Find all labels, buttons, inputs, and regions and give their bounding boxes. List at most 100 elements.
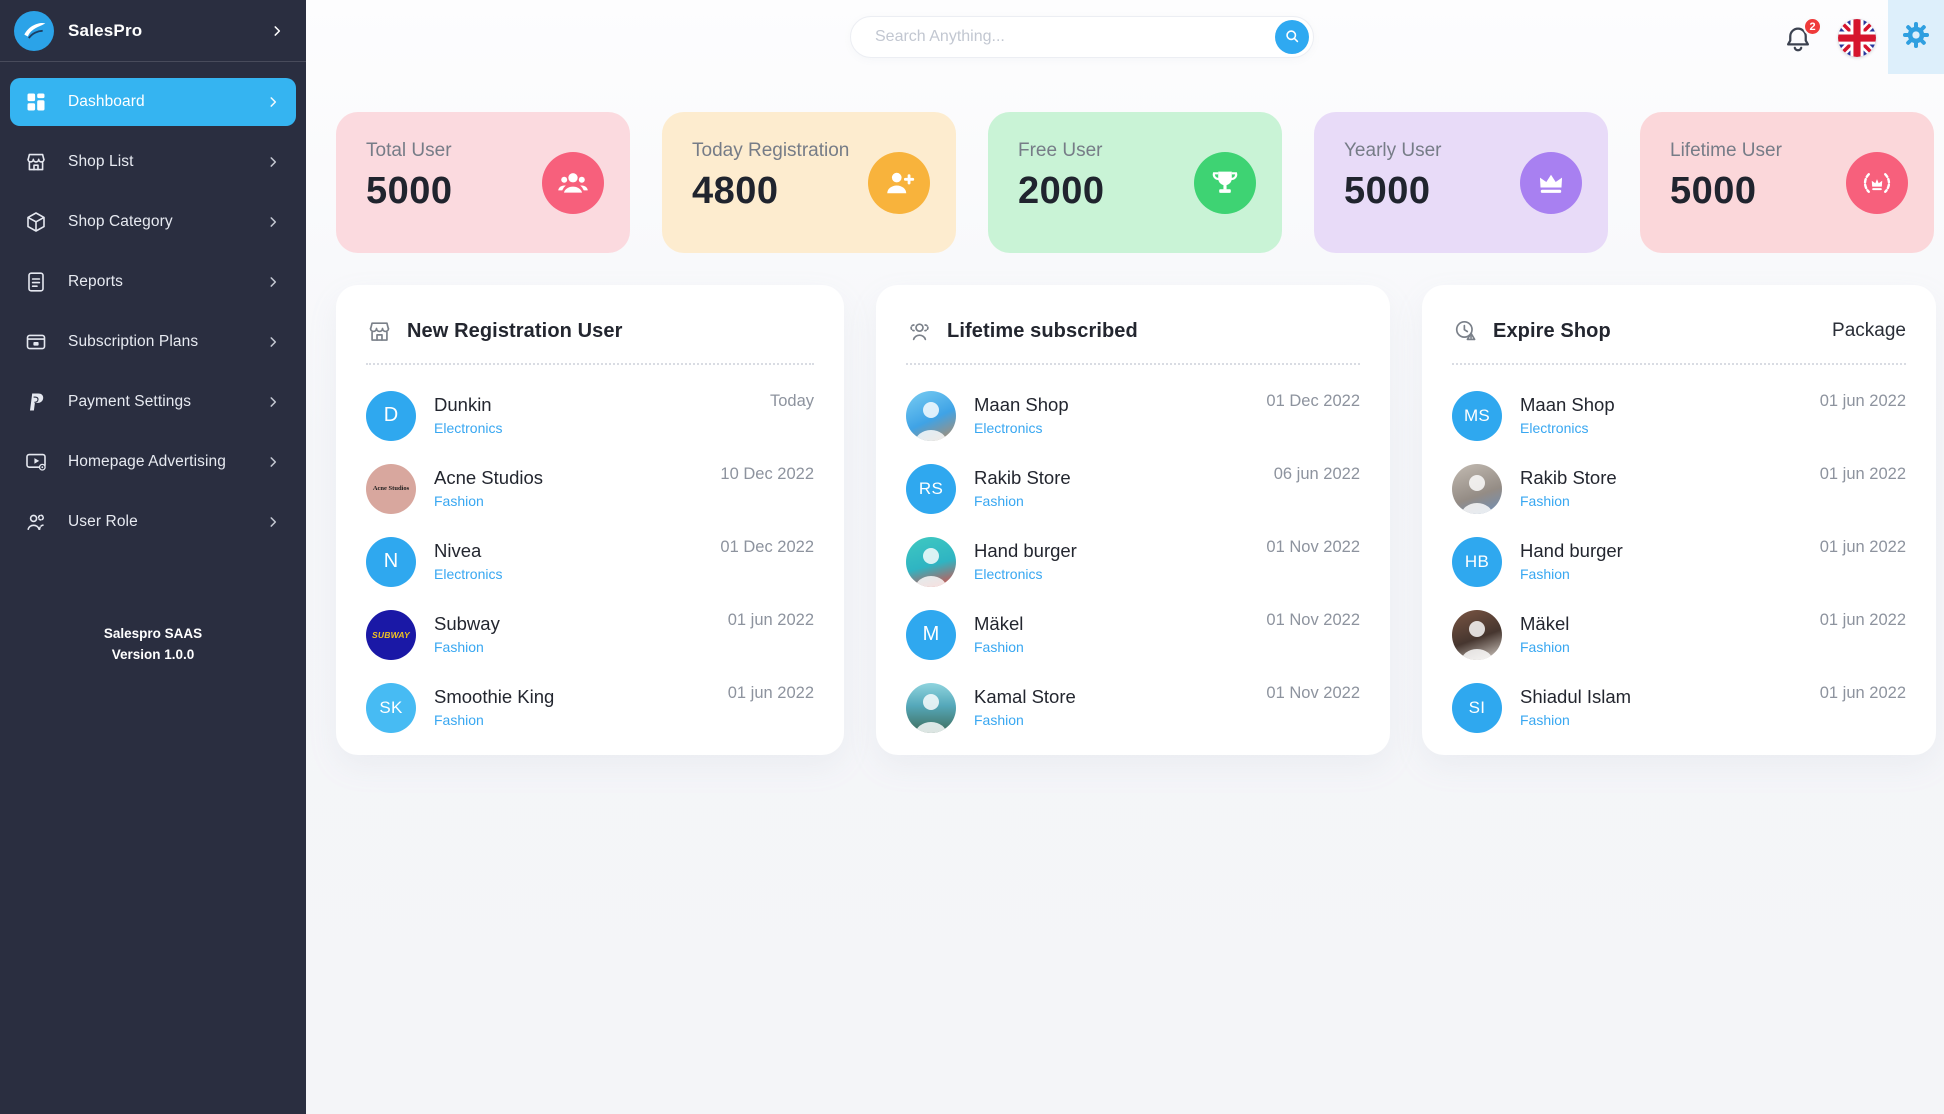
stat-label: Total User xyxy=(366,140,452,161)
list-item[interactable]: Acne Studios Acne Studios Fashion 10 Dec … xyxy=(366,452,814,525)
package-column-header: Package xyxy=(1832,320,1906,341)
shop-icon xyxy=(24,150,48,174)
category-link[interactable]: Fashion xyxy=(974,711,1024,728)
user-plus-icon xyxy=(868,151,930,214)
shop-name: Nivea xyxy=(434,539,482,561)
shop-name: Rakib Store xyxy=(974,466,1071,488)
category-link[interactable]: Fashion xyxy=(434,711,484,728)
list-item[interactable]: D Dunkin Electronics Today xyxy=(366,379,814,452)
date-label: 01 Nov 2022 xyxy=(1266,684,1360,702)
shop-name: Hand burger xyxy=(1520,539,1623,561)
shop-name: Maan Shop xyxy=(974,393,1069,415)
category-link[interactable]: Fashion xyxy=(1520,565,1570,582)
sidebar-item-dashboard[interactable]: Dashboard xyxy=(10,78,296,126)
panel-title: Expire Shop xyxy=(1493,319,1611,342)
divider xyxy=(1452,363,1906,365)
list-item[interactable]: Kamal Store Fashion 01 Nov 2022 xyxy=(906,671,1360,744)
search-input[interactable] xyxy=(875,28,1275,46)
panel-title: New Registration User xyxy=(407,319,623,342)
category-link[interactable]: Fashion xyxy=(434,638,484,655)
brand-row[interactable]: SalesPro xyxy=(0,0,306,62)
list-item[interactable]: RS Rakib Store Fashion 06 jun 2022 xyxy=(906,452,1360,525)
sidebar-item-label: Payment Settings xyxy=(68,393,192,410)
category-link[interactable]: Electronics xyxy=(974,419,1043,436)
brand-name: SalesPro xyxy=(68,20,143,40)
users-icon xyxy=(24,510,48,534)
category-link[interactable]: Fashion xyxy=(434,492,484,509)
list-item[interactable]: M Mäkel Fashion 01 Nov 2022 xyxy=(906,598,1360,671)
notification-bell[interactable]: 2 xyxy=(1782,17,1822,59)
notification-badge: 2 xyxy=(1803,17,1822,36)
language-flag-uk[interactable] xyxy=(1838,19,1876,57)
date-label: 01 jun 2022 xyxy=(1819,465,1906,483)
sidebar-item-reports[interactable]: Reports xyxy=(10,258,296,306)
stat-value: 4800 xyxy=(692,170,779,212)
shop-name: Maan Shop xyxy=(1520,393,1615,415)
list-item[interactable]: MS Maan Shop Electronics 01 jun 2022 xyxy=(1452,379,1906,452)
category-link[interactable]: Electronics xyxy=(434,419,503,436)
sidebar-item-homepage-advertising[interactable]: Homepage Advertising xyxy=(10,438,296,486)
category-link[interactable]: Electronics xyxy=(434,565,503,582)
chevron-right-icon xyxy=(266,215,280,229)
laurel-crown-icon xyxy=(1846,151,1908,214)
shop-name: Mäkel xyxy=(974,612,1024,634)
shop-name: Mäkel xyxy=(1520,612,1570,634)
list-item[interactable]: Maan Shop Electronics 01 Dec 2022 xyxy=(906,379,1360,452)
settings-button[interactable] xyxy=(1888,0,1944,74)
shop-name: Dunkin xyxy=(434,393,492,415)
chevron-right-icon xyxy=(266,335,280,349)
chevron-right-icon xyxy=(270,24,284,38)
avatar-photo xyxy=(1452,463,1502,514)
panels-row: New Registration User D Dunkin Electronic… xyxy=(336,285,1944,755)
category-link[interactable]: Fashion xyxy=(1520,711,1570,728)
date-label: 01 jun 2022 xyxy=(1819,684,1906,702)
storefront-icon xyxy=(366,318,393,345)
list-item[interactable]: Mäkel Fashion 01 jun 2022 xyxy=(1452,598,1906,671)
list-item[interactable]: HB Hand burger Fashion 01 jun 2022 xyxy=(1452,525,1906,598)
chevron-right-icon xyxy=(266,155,280,169)
app-version: Salespro SAAS Version 1.0.0 xyxy=(103,626,203,662)
stat-card-today-registration: Today Registration 4800 xyxy=(662,112,956,253)
main-content: 2 Total User 5000 Today Registration 480… xyxy=(306,0,1944,1114)
ad-screen-icon xyxy=(24,450,48,474)
panel-new-registration-user: New Registration User D Dunkin Electronic… xyxy=(336,285,844,755)
list-item[interactable]: N Nivea Electronics 01 Dec 2022 xyxy=(366,525,814,598)
stat-card-total-user: Total User 5000 xyxy=(336,112,630,253)
date-label: 01 Dec 2022 xyxy=(1266,392,1360,410)
sidebar-item-subscription-plans[interactable]: Subscription Plans xyxy=(10,318,296,366)
list-item[interactable]: Hand burger Electronics 01 Nov 2022 xyxy=(906,525,1360,598)
list-item[interactable]: Rakib Store Fashion 01 jun 2022 xyxy=(1452,452,1906,525)
date-label: 01 Dec 2022 xyxy=(720,538,814,556)
sidebar-item-payment-settings[interactable]: Payment Settings xyxy=(10,378,296,426)
sidebar-item-shop-list[interactable]: Shop List xyxy=(10,138,296,186)
avatar-photo xyxy=(1452,609,1502,660)
category-link[interactable]: Fashion xyxy=(974,638,1024,655)
list-item[interactable]: SI Shiadul Islam Fashion 01 jun 2022 xyxy=(1452,671,1906,744)
sidebar-item-label: Subscription Plans xyxy=(68,333,199,350)
stat-label: Lifetime User xyxy=(1670,140,1782,161)
bell-icon xyxy=(1782,27,1814,59)
category-link[interactable]: Fashion xyxy=(1520,492,1570,509)
chevron-right-icon xyxy=(266,395,280,409)
category-link[interactable]: Fashion xyxy=(1520,638,1570,655)
category-link[interactable]: Electronics xyxy=(1520,419,1589,436)
sidebar-menu: Dashboard Shop List Shop Category Report… xyxy=(0,62,306,558)
document-icon xyxy=(24,270,48,294)
list-item[interactable]: SK Smoothie King Fashion 01 jun 2022 xyxy=(366,671,814,744)
search-button[interactable] xyxy=(1275,20,1309,54)
dashboard-icon xyxy=(24,90,48,114)
stat-label: Free User xyxy=(1018,140,1103,161)
sidebar-item-shop-category[interactable]: Shop Category xyxy=(10,198,296,246)
category-link[interactable]: Fashion xyxy=(974,492,1024,509)
divider xyxy=(366,363,814,365)
shop-name: Kamal Store xyxy=(974,685,1076,707)
search-bar xyxy=(850,16,1314,58)
date-label: Today xyxy=(769,392,814,410)
list-item[interactable]: SUBWAY Subway Fashion 01 jun 2022 xyxy=(366,598,814,671)
paypal-icon xyxy=(24,390,48,414)
category-link[interactable]: Electronics xyxy=(974,565,1043,582)
sidebar-item-user-role[interactable]: User Role xyxy=(10,498,296,546)
stat-value: 5000 xyxy=(1670,170,1757,212)
avatar-photo xyxy=(906,536,956,587)
date-label: 01 jun 2022 xyxy=(1819,538,1906,556)
